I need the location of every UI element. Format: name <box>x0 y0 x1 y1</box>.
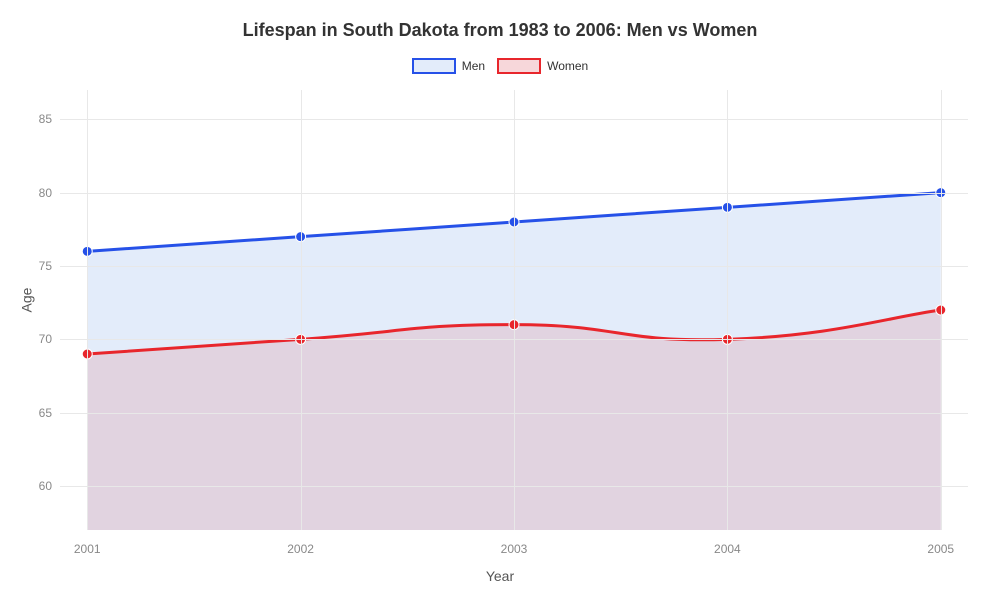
plot-area: 60657075808520012002200320042005 <box>60 90 968 530</box>
y-tick-label: 60 <box>39 479 52 493</box>
legend-item: Men <box>412 58 485 74</box>
y-tick-label: 80 <box>39 186 52 200</box>
y-tick-label: 65 <box>39 406 52 420</box>
legend-label: Women <box>547 59 588 73</box>
x-axis-label: Year <box>0 568 1000 584</box>
legend-item: Women <box>497 58 588 74</box>
legend-swatch <box>497 58 541 74</box>
grid-line <box>941 90 942 530</box>
y-tick-label: 75 <box>39 259 52 273</box>
grid-line <box>514 90 515 530</box>
y-tick-label: 85 <box>39 112 52 126</box>
x-tick-label: 2002 <box>287 542 314 556</box>
x-tick-label: 2003 <box>501 542 528 556</box>
x-tick-label: 2004 <box>714 542 741 556</box>
legend: Men Women <box>0 58 1000 74</box>
grid-line <box>727 90 728 530</box>
y-tick-label: 70 <box>39 332 52 346</box>
chart-title: Lifespan in South Dakota from 1983 to 20… <box>0 20 1000 41</box>
x-tick-label: 2005 <box>927 542 954 556</box>
chart-container: Lifespan in South Dakota from 1983 to 20… <box>0 0 1000 600</box>
y-axis-label: Age <box>18 288 34 313</box>
grid-line <box>87 90 88 530</box>
legend-label: Men <box>462 59 485 73</box>
legend-swatch <box>412 58 456 74</box>
grid-line <box>301 90 302 530</box>
x-tick-label: 2001 <box>74 542 101 556</box>
